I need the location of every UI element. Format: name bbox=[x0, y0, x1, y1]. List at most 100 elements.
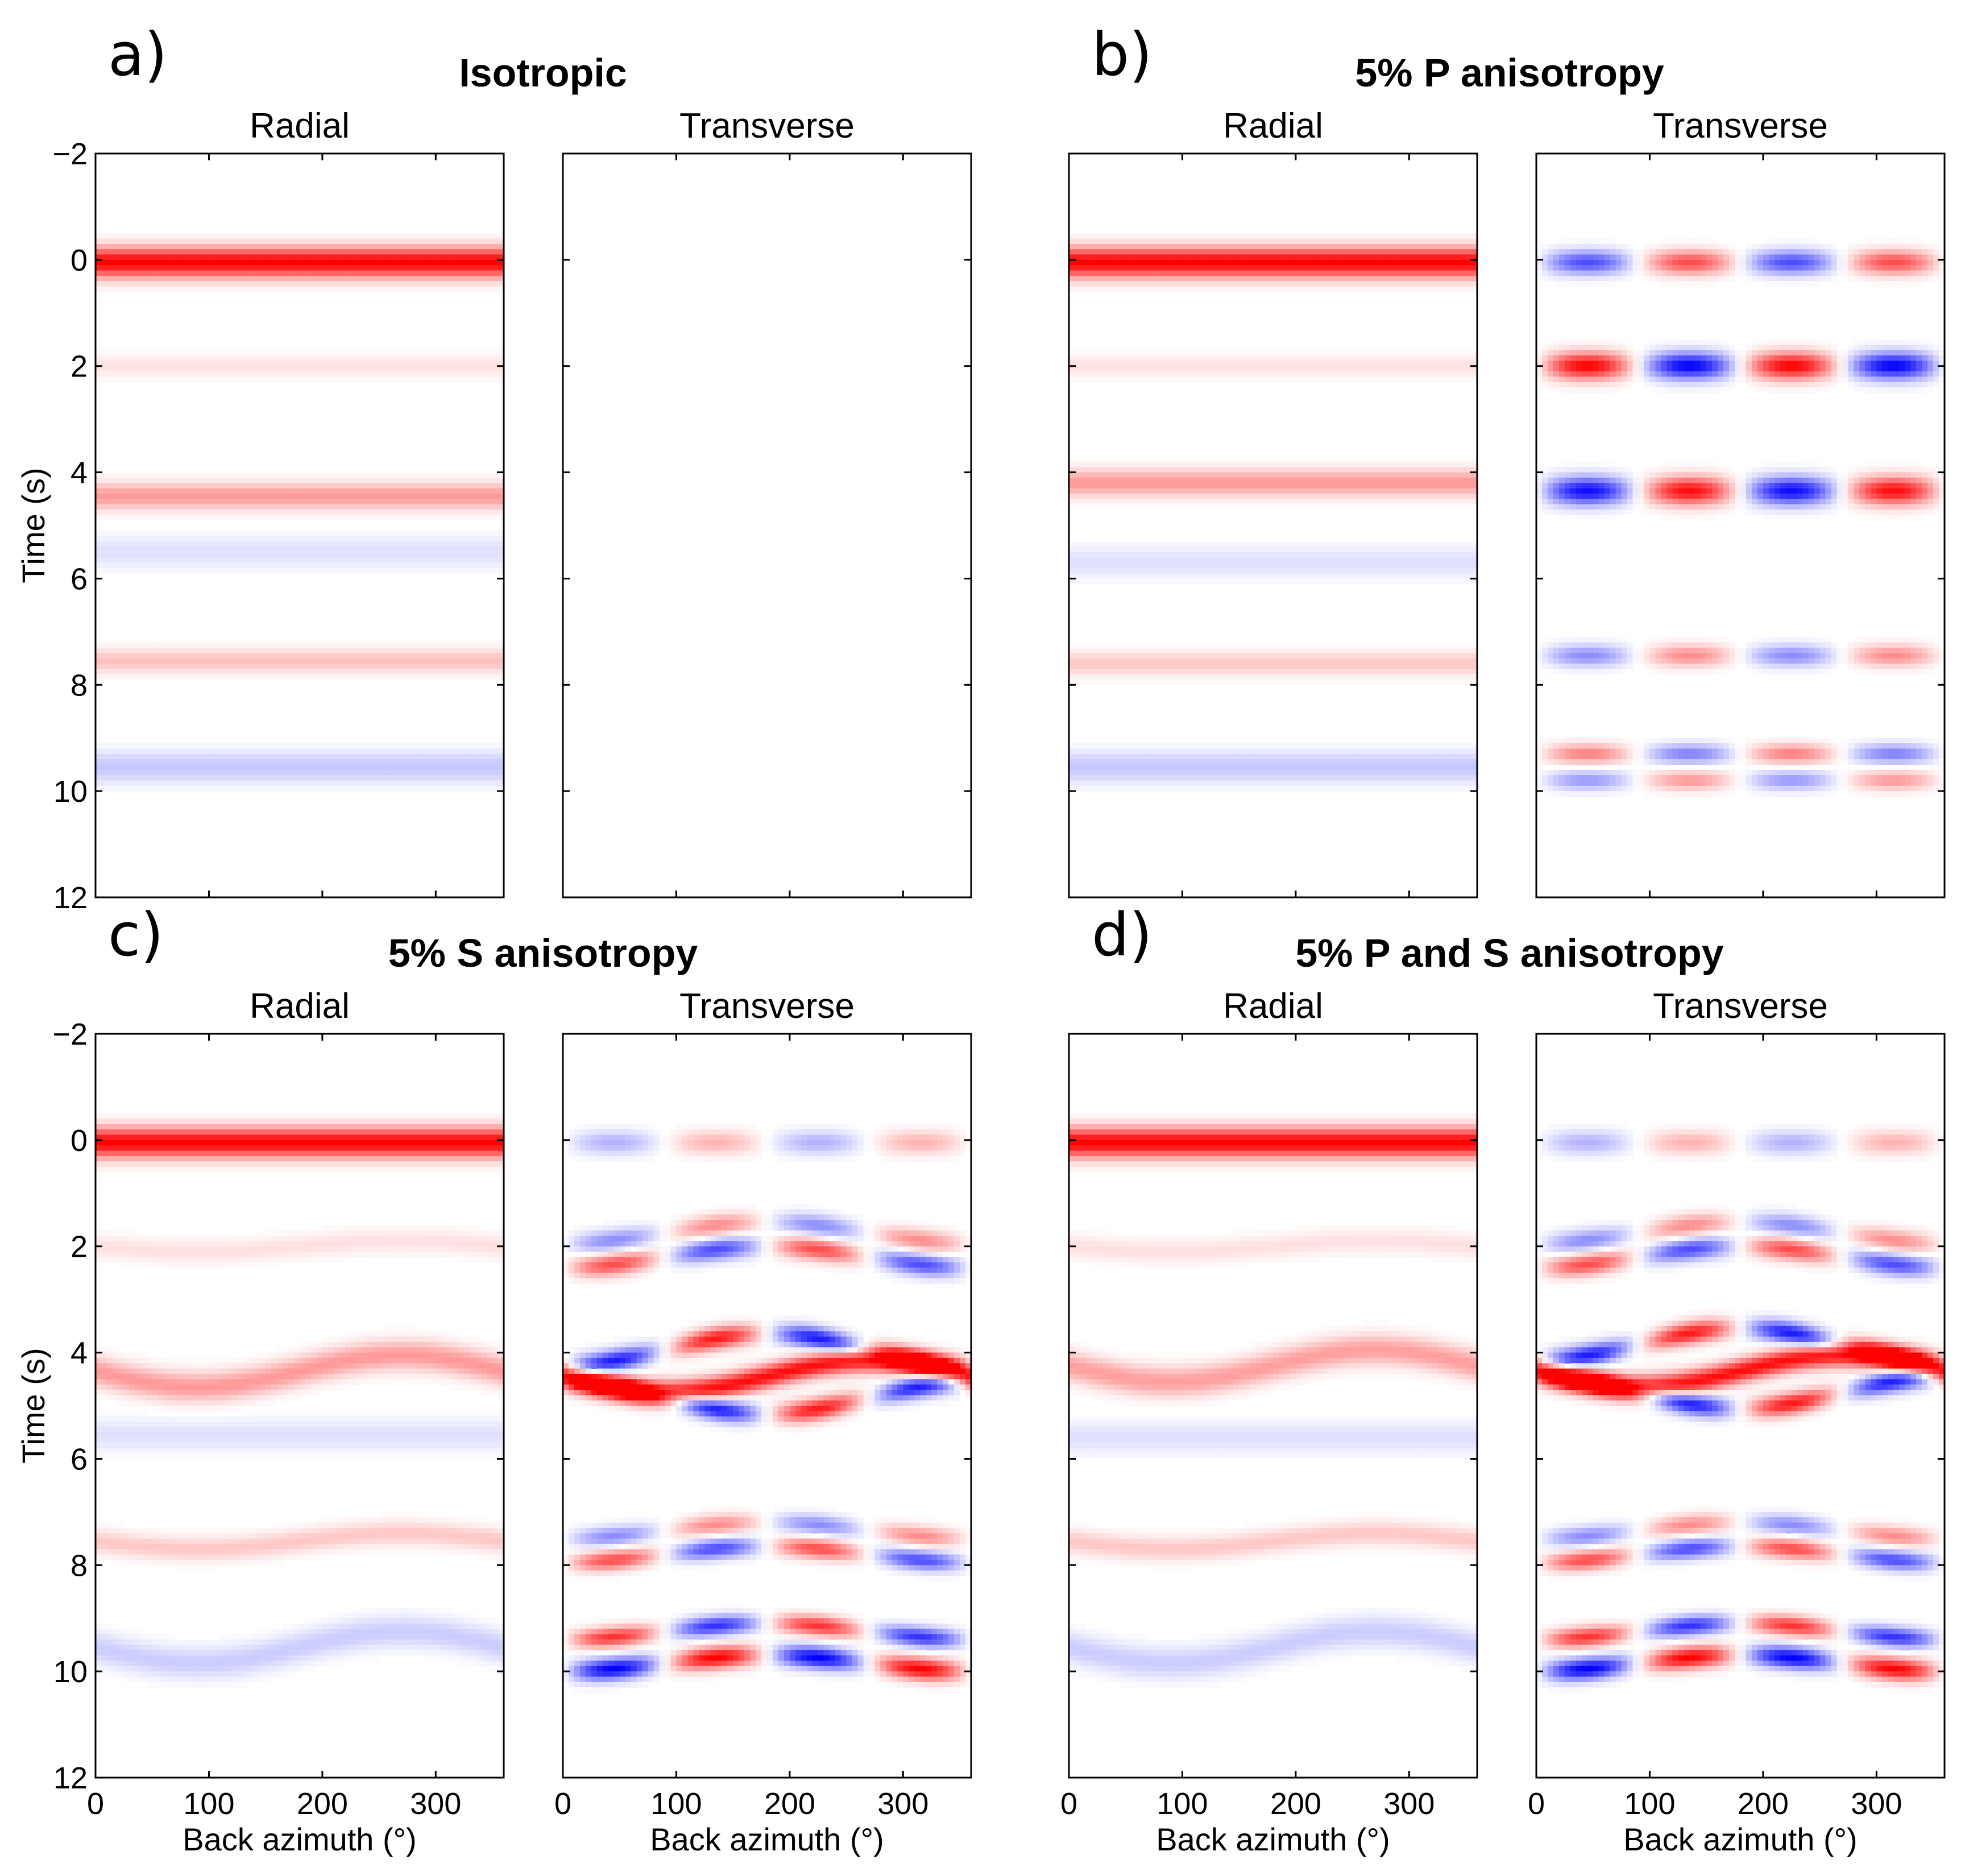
heatmap-cell bbox=[1284, 457, 1291, 462]
heatmap-cell bbox=[1330, 244, 1336, 250]
heatmap-cell bbox=[396, 743, 403, 749]
heatmap-cell bbox=[374, 366, 380, 372]
heatmap-cell bbox=[1154, 287, 1160, 292]
heatmap-cell bbox=[158, 659, 164, 664]
heatmap-cell bbox=[248, 265, 255, 271]
heatmap-cell bbox=[283, 473, 289, 478]
heatmap-cell bbox=[492, 674, 499, 680]
heatmap-cell bbox=[351, 748, 357, 754]
heatmap-cell bbox=[1205, 276, 1211, 281]
heatmap-cell bbox=[1370, 281, 1376, 287]
heatmap-cell bbox=[1398, 371, 1404, 377]
heatmap-cell bbox=[248, 562, 255, 568]
heatmap-cell bbox=[413, 355, 419, 361]
heatmap-cell bbox=[368, 255, 374, 260]
heatmap-cell bbox=[391, 260, 397, 266]
heatmap-cell bbox=[1120, 281, 1126, 287]
heatmap-cell bbox=[118, 478, 125, 483]
heatmap-cell bbox=[266, 376, 272, 382]
heatmap-cell bbox=[1398, 276, 1404, 281]
heatmap-cell bbox=[220, 483, 226, 488]
heatmap-cell bbox=[266, 488, 272, 494]
heatmap-cell bbox=[147, 510, 153, 515]
heatmap-cell bbox=[1409, 276, 1415, 281]
heatmap-cell bbox=[141, 648, 147, 653]
heatmap-cell bbox=[237, 643, 243, 648]
heatmap-cell bbox=[436, 483, 442, 488]
heatmap-cell bbox=[487, 473, 493, 478]
heatmap-cell bbox=[470, 653, 476, 659]
heatmap-cell bbox=[248, 674, 255, 680]
heatmap-cell bbox=[192, 361, 198, 366]
heatmap-cell bbox=[1454, 249, 1461, 255]
heatmap-cell bbox=[407, 499, 413, 504]
heatmap-cell bbox=[1166, 249, 1172, 255]
heatmap-cell bbox=[1296, 276, 1302, 281]
heatmap-cell bbox=[424, 350, 430, 356]
heatmap-cell bbox=[1364, 255, 1370, 260]
heatmap-cell bbox=[1149, 361, 1155, 366]
heatmap-cell bbox=[113, 546, 119, 552]
heatmap-cell bbox=[107, 541, 113, 547]
heatmap-cell bbox=[181, 748, 187, 754]
heatmap-cell bbox=[1160, 376, 1166, 382]
heatmap-cell bbox=[492, 233, 499, 239]
heatmap-cell bbox=[328, 376, 334, 382]
heatmap-cell bbox=[436, 265, 442, 271]
heatmap-cell bbox=[334, 648, 340, 653]
heatmap-cell bbox=[1364, 260, 1370, 266]
heatmap-cell bbox=[345, 473, 351, 478]
heatmap-cell bbox=[1205, 265, 1211, 271]
heatmap-cell bbox=[487, 510, 493, 515]
heatmap-cell bbox=[1171, 233, 1178, 239]
heatmap-cell bbox=[317, 366, 323, 372]
heatmap-cell bbox=[1392, 350, 1398, 356]
heatmap-cell bbox=[266, 759, 272, 765]
heatmap-cell bbox=[385, 536, 391, 542]
heatmap-cell bbox=[231, 552, 238, 558]
heatmap-cell bbox=[351, 478, 357, 483]
heatmap-cell bbox=[1301, 260, 1308, 266]
heatmap-cell bbox=[1193, 287, 1200, 292]
heatmap-cell bbox=[113, 674, 119, 680]
heatmap-cell bbox=[322, 664, 329, 669]
heatmap-cell bbox=[441, 510, 447, 515]
heatmap-cell bbox=[487, 552, 493, 558]
heatmap-cell bbox=[1171, 265, 1178, 271]
heatmap-cell bbox=[1250, 457, 1257, 462]
heatmap-cell bbox=[407, 478, 413, 483]
heatmap-cell bbox=[283, 371, 289, 377]
heatmap-cell bbox=[379, 249, 385, 255]
heatmap-cell bbox=[231, 669, 238, 674]
heatmap-cell bbox=[481, 244, 487, 250]
heatmap-cell bbox=[385, 674, 391, 680]
heatmap-cell bbox=[141, 271, 147, 276]
heatmap-cell bbox=[158, 271, 164, 276]
heatmap-cell bbox=[277, 546, 283, 552]
heatmap-cell bbox=[453, 748, 459, 754]
heatmap-cell bbox=[1176, 287, 1183, 292]
heatmap-cell bbox=[220, 748, 226, 754]
heatmap-cell bbox=[209, 669, 215, 674]
heatmap-cell bbox=[164, 557, 170, 563]
heatmap-cell bbox=[107, 249, 113, 255]
heatmap-cell bbox=[481, 494, 487, 499]
heatmap-cell bbox=[436, 568, 442, 574]
heatmap-cell bbox=[175, 366, 181, 372]
heatmap-cell bbox=[1092, 271, 1098, 276]
heatmap-cell bbox=[1341, 260, 1348, 266]
heatmap-cell bbox=[1103, 350, 1109, 356]
heatmap-cell bbox=[198, 350, 204, 356]
heatmap-cell bbox=[266, 287, 272, 292]
heatmap-cell bbox=[220, 255, 226, 260]
heatmap-cell bbox=[118, 743, 125, 749]
heatmap-cell bbox=[175, 531, 181, 536]
heatmap-cell bbox=[1166, 244, 1172, 250]
heatmap-cell bbox=[453, 754, 459, 760]
heatmap-cell bbox=[243, 265, 249, 271]
heatmap-cell bbox=[407, 473, 413, 478]
heatmap-cell bbox=[1188, 361, 1194, 366]
heatmap-cell bbox=[458, 510, 465, 515]
heatmap-cell bbox=[118, 674, 125, 680]
heatmap-cell bbox=[147, 764, 153, 770]
